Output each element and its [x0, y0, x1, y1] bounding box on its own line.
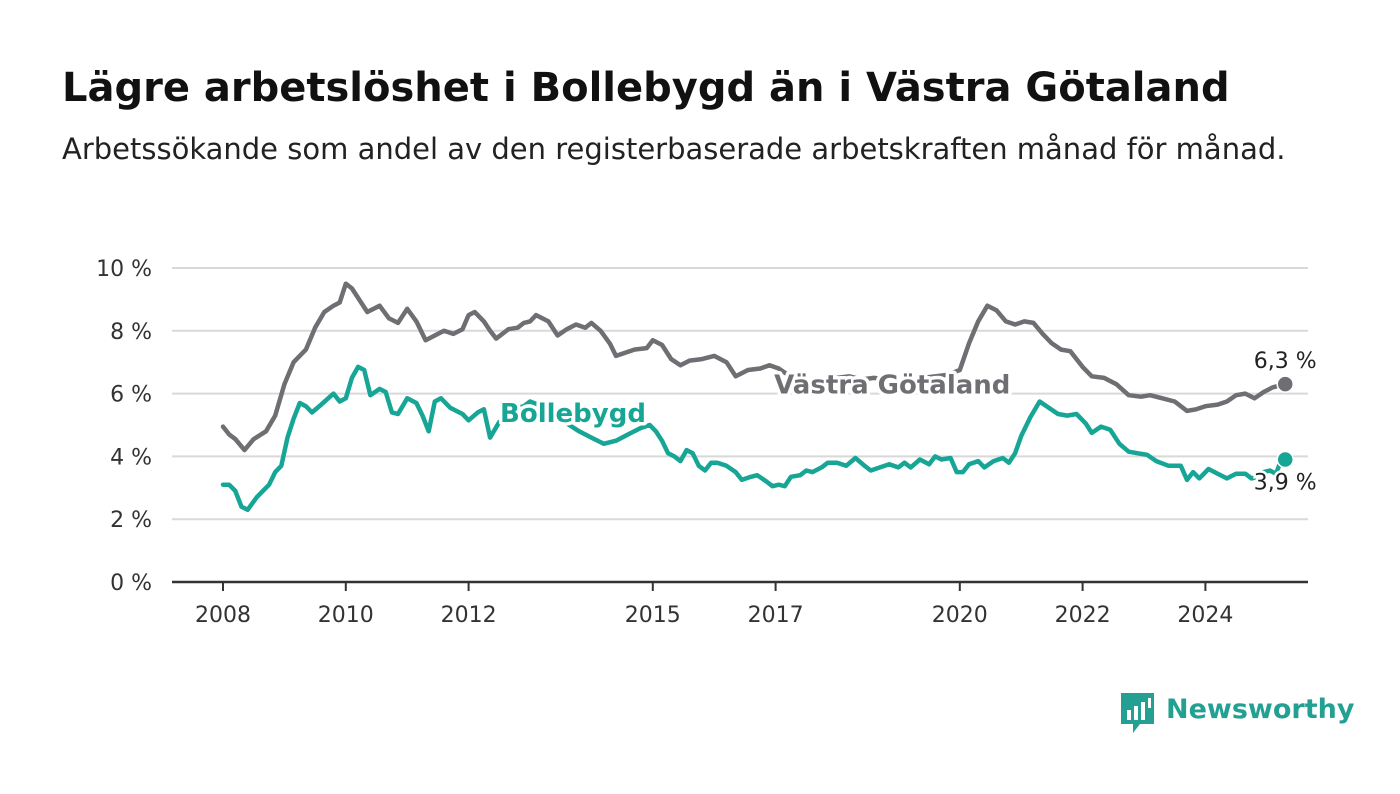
y-tick-label: 10 %	[96, 257, 152, 282]
chart-subtitle: Arbetssökande som andel av den registerb…	[62, 132, 1286, 166]
y-tick-label: 2 %	[110, 508, 152, 533]
x-tick-label: 2020	[932, 603, 988, 628]
x-tick-label: 2008	[195, 603, 251, 628]
end-point-marker	[1276, 375, 1294, 393]
y-tick-label: 8 %	[110, 320, 152, 345]
x-tick-label: 2022	[1055, 603, 1111, 628]
newsworthy-logo: Newsworthy	[1118, 690, 1354, 738]
end-value-label: 6,3 %	[1254, 349, 1317, 374]
y-tick-label: 0 %	[110, 571, 152, 596]
logo-text: Newsworthy	[1166, 694, 1355, 725]
bollebygd-line	[220, 364, 1288, 513]
series-label: Västra Götaland	[774, 371, 1010, 401]
x-tick-label: 2015	[625, 603, 681, 628]
end-value-label: 3,9 %	[1254, 471, 1317, 496]
y-tick-label: 6 %	[110, 383, 152, 408]
vastra-gotaland-line	[220, 281, 1288, 453]
x-tick-label: 2017	[748, 603, 804, 628]
end-point-marker	[1276, 450, 1294, 469]
x-tick-label: 2012	[441, 603, 497, 628]
newsworthy-logo-icon	[1121, 693, 1154, 733]
chart-title: Lägre arbetslöshet i Bollebygd än i Väst…	[62, 65, 1230, 111]
x-tick-label: 2010	[318, 603, 374, 628]
y-tick-label: 4 %	[110, 445, 152, 470]
x-tick-label: 2024	[1177, 603, 1233, 628]
series-label: Bollebygd	[500, 399, 646, 429]
